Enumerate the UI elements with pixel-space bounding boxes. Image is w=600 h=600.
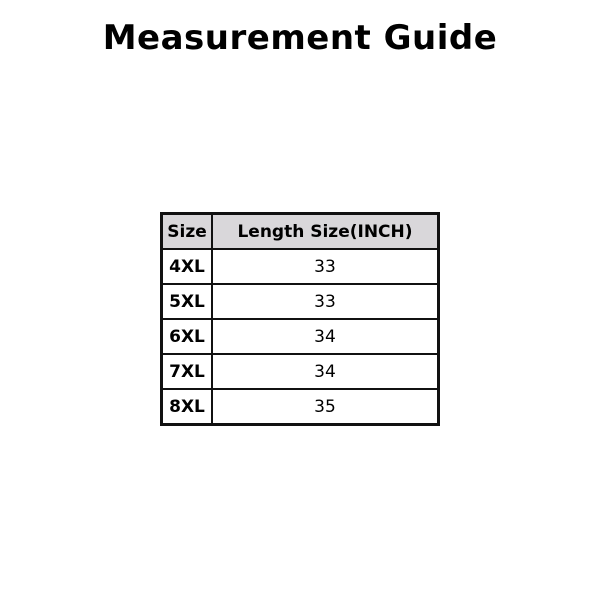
table-row: 4XL 33 — [160, 248, 440, 285]
size-cell: 5XL — [160, 283, 213, 320]
size-cell: 4XL — [160, 248, 213, 285]
length-cell: 34 — [211, 318, 440, 355]
length-cell: 35 — [211, 388, 440, 426]
size-table: Size Length Size(INCH) 4XL 33 5XL 33 6XL… — [160, 212, 440, 426]
size-cell: 6XL — [160, 318, 213, 355]
table-row: 6XL 34 — [160, 318, 440, 355]
size-cell: 8XL — [160, 388, 213, 426]
table-row: 8XL 35 — [160, 388, 440, 426]
column-header-size: Size — [160, 212, 213, 250]
table-row: 5XL 33 — [160, 283, 440, 320]
page-title: Measurement Guide — [102, 18, 498, 58]
length-cell: 34 — [211, 353, 440, 390]
column-header-length: Length Size(INCH) — [211, 212, 440, 250]
table-row: 7XL 34 — [160, 353, 440, 390]
length-cell: 33 — [211, 283, 440, 320]
length-cell: 33 — [211, 248, 440, 285]
size-cell: 7XL — [160, 353, 213, 390]
table-header-row: Size Length Size(INCH) — [160, 212, 440, 250]
